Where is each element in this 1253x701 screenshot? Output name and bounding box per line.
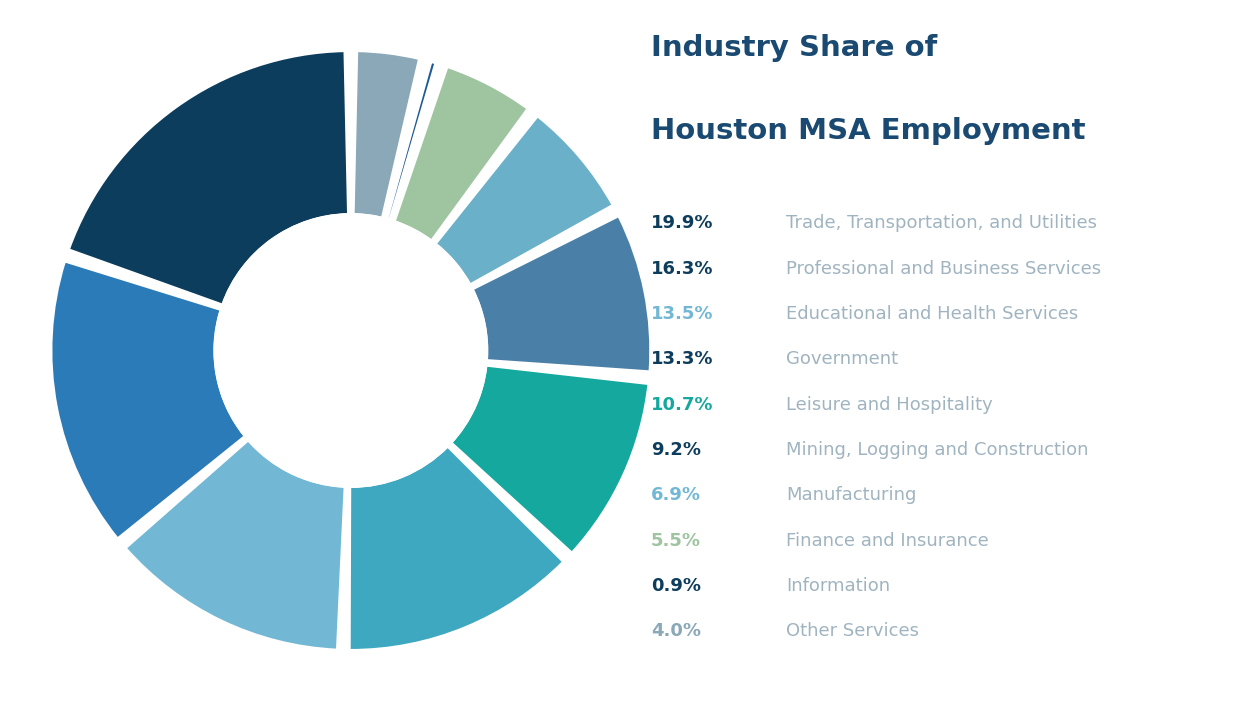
Text: Government: Government [786,350,898,369]
Text: Mining, Logging and Construction: Mining, Logging and Construction [786,441,1089,459]
Wedge shape [127,441,345,649]
Text: 6.9%: 6.9% [652,486,702,505]
Wedge shape [350,447,563,650]
Text: 19.9%: 19.9% [652,215,713,233]
Wedge shape [436,116,613,284]
Text: 9.2%: 9.2% [652,441,702,459]
Wedge shape [51,261,244,538]
Wedge shape [353,51,419,217]
Text: Other Services: Other Services [786,622,920,641]
Text: Houston MSA Employment: Houston MSA Employment [652,117,1085,145]
Text: 0.9%: 0.9% [652,577,702,595]
Text: 10.7%: 10.7% [652,396,713,414]
Text: Trade, Transportation, and Utilities: Trade, Transportation, and Utilities [786,215,1098,233]
Text: 16.3%: 16.3% [652,260,713,278]
Circle shape [214,214,487,487]
Text: 5.5%: 5.5% [652,532,702,550]
Text: Manufacturing: Manufacturing [786,486,916,505]
Text: Finance and Insurance: Finance and Insurance [786,532,989,550]
Text: Educational and Health Services: Educational and Health Services [786,305,1079,323]
Wedge shape [452,366,648,552]
Wedge shape [69,51,348,304]
Text: Professional and Business Services: Professional and Business Services [786,260,1101,278]
Text: 13.3%: 13.3% [652,350,713,369]
Text: Information: Information [786,577,891,595]
Text: Industry Share of: Industry Share of [652,34,937,62]
Text: 13.5%: 13.5% [652,305,713,323]
Wedge shape [395,67,528,240]
Wedge shape [387,62,435,219]
Text: 4.0%: 4.0% [652,622,702,641]
Wedge shape [474,217,650,371]
Text: Leisure and Hospitality: Leisure and Hospitality [786,396,992,414]
